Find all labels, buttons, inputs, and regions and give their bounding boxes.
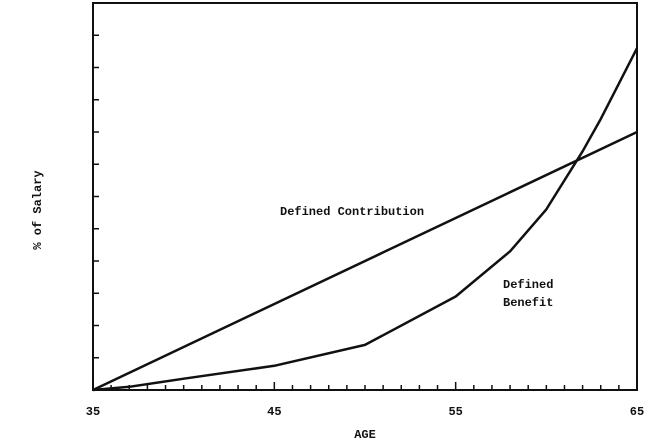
line-series — [92, 47, 639, 392]
x-tick-label: 65 — [630, 405, 644, 419]
annotation: Benefit — [503, 296, 553, 310]
annotation: Defined — [503, 278, 553, 292]
y-axis-label: % of Salary — [31, 170, 45, 249]
x-tick-label: 35 — [86, 405, 100, 419]
annotation: Defined Contribution — [280, 205, 424, 219]
x-tick-label: 45 — [267, 405, 281, 419]
line-series — [92, 130, 638, 392]
x-axis-label: AGE — [354, 428, 376, 442]
x-tick-label: 55 — [448, 405, 462, 419]
